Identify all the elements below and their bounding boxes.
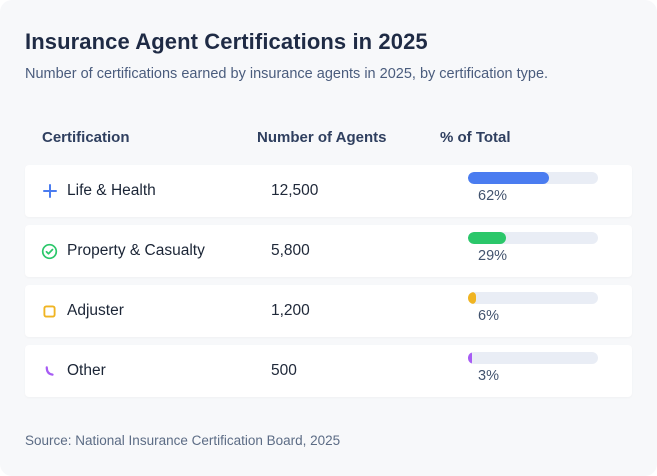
percent-bar-fill <box>468 172 549 184</box>
percent-label: 62% <box>478 188 508 204</box>
percent-bar-track <box>468 292 598 304</box>
percent-bar-fill <box>468 232 506 244</box>
col-header-number-of-agents: Number of Agents <box>257 129 387 146</box>
col-header-percent-of-total: % of Total <box>440 129 511 146</box>
percent-label: 29% <box>478 248 508 264</box>
certification-label: Property & Casualty <box>67 242 205 259</box>
percent-bar-fill <box>468 352 472 364</box>
certification-label: Other <box>67 362 106 379</box>
table-body: Life & Health 12,500 62% Property & Casu… <box>25 165 632 397</box>
agents-count: 1,200 <box>271 302 310 319</box>
check-circle-icon <box>41 243 58 260</box>
agents-count: 5,800 <box>271 242 310 259</box>
table-row-property-casualty: Property & Casualty 5,800 29% <box>25 225 632 277</box>
certification-label: Life & Health <box>67 182 156 199</box>
page-subtitle: Number of certifications earned by insur… <box>25 66 549 82</box>
percent-bar-track <box>468 232 598 244</box>
certification-label: Adjuster <box>67 302 124 319</box>
agents-count: 500 <box>271 362 297 379</box>
percent-bar-track <box>468 352 598 364</box>
plus-icon <box>41 183 58 199</box>
percent-bar-track <box>468 172 598 184</box>
square-icon <box>41 304 58 318</box>
percent-label: 6% <box>478 308 499 324</box>
page-title: Insurance Agent Certifications in 2025 <box>25 29 428 54</box>
percent-label: 3% <box>478 368 499 384</box>
agents-count: 12,500 <box>271 182 319 199</box>
table-row-life-health: Life & Health 12,500 62% <box>25 165 632 217</box>
curve-icon <box>41 365 58 377</box>
table-row-adjuster: Adjuster 1,200 6% <box>25 285 632 337</box>
percent-bar-fill <box>468 292 476 304</box>
source-note: Source: National Insurance Certification… <box>25 433 341 448</box>
table-header-row: Certification Number of Agents % of Tota… <box>25 129 632 146</box>
col-header-certification: Certification <box>42 129 130 146</box>
table-row-other: Other 500 3% <box>25 345 632 397</box>
